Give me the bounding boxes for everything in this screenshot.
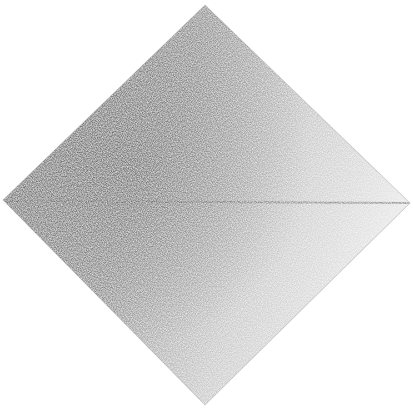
diamond-edge — [2, 4, 411, 406]
center-streak — [3, 200, 410, 204]
